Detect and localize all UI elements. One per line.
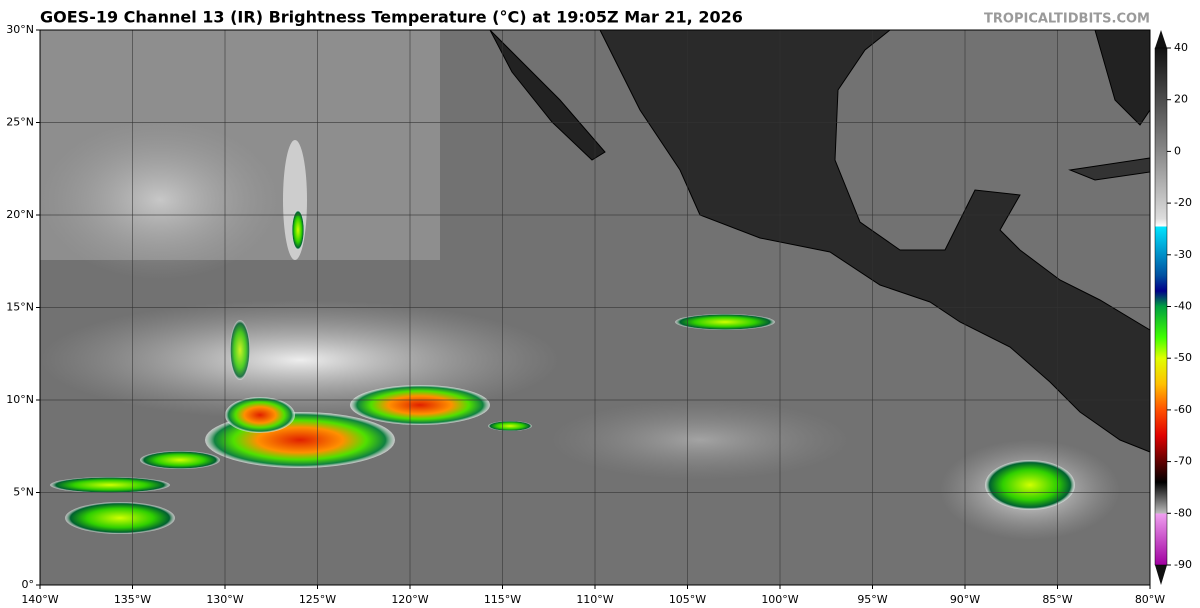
lon-label: 125°W xyxy=(299,593,336,606)
colorbar-label: -50 xyxy=(1174,351,1192,364)
colorbar-label: 20 xyxy=(1174,93,1188,106)
lon-label: 90°W xyxy=(950,593,980,606)
lat-label: 5°N xyxy=(13,486,34,499)
colorbar-label: -20 xyxy=(1174,196,1192,209)
lon-label: 110°W xyxy=(576,593,613,606)
colorbar-label: -80 xyxy=(1174,506,1192,519)
colorbar-label: 40 xyxy=(1174,41,1188,54)
credit: TROPICALTIDBITS.COM xyxy=(984,12,1150,27)
lon-label: 120°W xyxy=(391,593,428,606)
lon-label: 140°W xyxy=(21,593,58,606)
lat-label: 15°N xyxy=(6,301,34,314)
lon-label: 100°W xyxy=(761,593,798,606)
lat-label: 0° xyxy=(22,578,35,591)
lat-label: 20°N xyxy=(6,208,34,221)
colorbar-label: 0 xyxy=(1174,144,1181,157)
colorbar xyxy=(1154,47,1168,566)
colorbar-label: -60 xyxy=(1174,403,1192,416)
colorbar-label: -40 xyxy=(1174,300,1192,313)
colorbar-label: -70 xyxy=(1174,455,1192,468)
lat-label: 10°N xyxy=(6,393,34,406)
lon-label: 95°W xyxy=(857,593,887,606)
lat-label: 30°N xyxy=(6,23,34,36)
lon-label: 80°W xyxy=(1135,593,1165,606)
lon-label: 85°W xyxy=(1042,593,1072,606)
colorbar-label: -90 xyxy=(1174,558,1192,571)
title: GOES-19 Channel 13 (IR) Brightness Tempe… xyxy=(40,8,743,27)
lon-label: 135°W xyxy=(114,593,151,606)
colorbar-label: -30 xyxy=(1174,248,1192,261)
lon-label: 115°W xyxy=(484,593,521,606)
lon-label: 105°W xyxy=(669,593,706,606)
lon-label: 130°W xyxy=(206,593,243,606)
lat-label: 25°N xyxy=(6,116,34,129)
